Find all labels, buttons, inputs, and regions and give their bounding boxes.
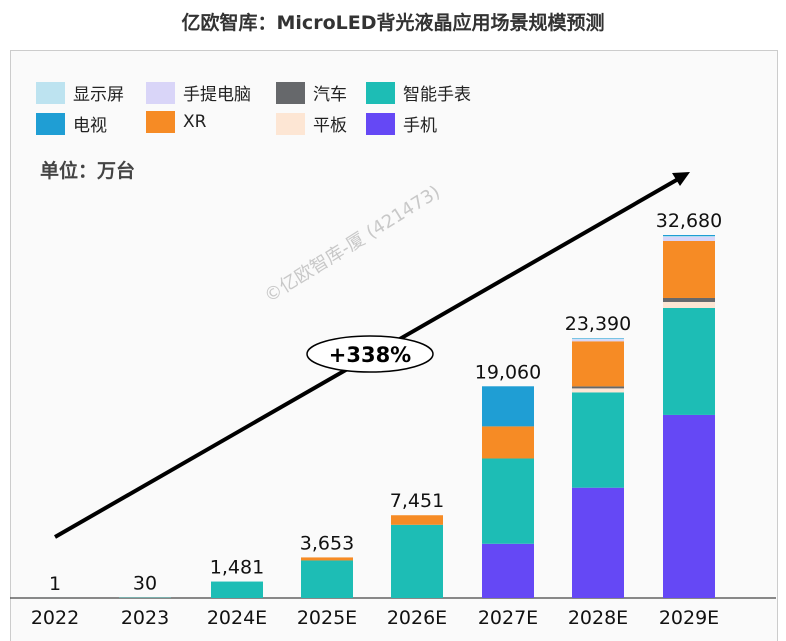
total-label: 32,680: [656, 210, 722, 232]
legend-label: 智能手表: [403, 80, 471, 105]
legend-swatch: [36, 113, 65, 135]
bar-segment-显示屏: [663, 236, 715, 237]
legend-item: 智能手表: [366, 80, 471, 105]
bar-segment-XR: [572, 341, 624, 386]
bar-segment-电视: [572, 338, 624, 339]
bar-segment-智能手表: [211, 582, 263, 598]
bar-segment-手机: [572, 488, 624, 598]
legend-label: 电视: [73, 111, 107, 136]
bar-segment-智能手表: [572, 392, 624, 487]
legend-label: 显示屏: [73, 80, 124, 105]
bar-segment-XR: [301, 557, 353, 560]
unit-label: 单位：万台: [40, 156, 135, 183]
legend-item: 手机: [366, 111, 437, 136]
legend-swatch: [146, 82, 175, 104]
bar-segment-显示屏: [572, 339, 624, 340]
bar-segment-智能手表: [301, 560, 353, 598]
bar-segment-智能手表: [663, 308, 715, 415]
legend-item: 显示屏: [36, 80, 124, 105]
total-label: 30: [133, 573, 157, 595]
total-label: 3,653: [300, 532, 354, 554]
bar-segment-XR: [391, 515, 443, 525]
x-tick-label: 2024E: [207, 607, 267, 629]
total-label: 1,481: [210, 557, 264, 579]
total-label: 19,060: [475, 361, 541, 383]
bar-segment-汽车: [572, 386, 624, 388]
bar-segment-平板: [663, 302, 715, 308]
bar-segment-XR: [663, 241, 715, 298]
legend-label: XR: [183, 112, 206, 132]
x-tick-label: 2022: [31, 607, 79, 629]
legend-label: 手机: [403, 111, 437, 136]
total-label: 23,390: [565, 313, 631, 335]
legend-swatch: [366, 113, 395, 135]
bar-segment-XR: [482, 426, 534, 458]
x-tick-label: 2029E: [659, 607, 719, 629]
bar-segment-智能手表: [391, 525, 443, 598]
bar-segment-手提电脑: [572, 339, 624, 341]
total-label: 7,451: [390, 490, 444, 512]
bar-segment-平板: [572, 388, 624, 392]
legend-swatch: [276, 82, 305, 104]
legend-item: 手提电脑: [146, 80, 251, 105]
bar-segment-手机: [482, 544, 534, 598]
legend-item: 电视: [36, 111, 107, 136]
legend-label: 平板: [313, 111, 347, 136]
x-tick-label: 2027E: [478, 607, 538, 629]
x-tick-label: 2026E: [387, 607, 447, 629]
x-tick-label: 2028E: [568, 607, 628, 629]
legend-label: 手提电脑: [183, 80, 251, 105]
legend-swatch: [276, 113, 305, 135]
legend-label: 汽车: [313, 80, 347, 105]
legend-item: 汽车: [276, 80, 347, 105]
legend-swatch: [36, 82, 65, 104]
legend-swatch: [146, 111, 175, 133]
legend-item: 平板: [276, 111, 347, 136]
bar-segment-电视: [482, 386, 534, 426]
chart-title: 亿欧智库：MicroLED背光液晶应用场景规模预测: [0, 8, 786, 35]
bar-segment-手机: [663, 415, 715, 598]
x-tick-label: 2023: [121, 607, 169, 629]
bar-segment-手提电脑: [663, 237, 715, 241]
legend-swatch: [366, 82, 395, 104]
legend-item: XR: [146, 111, 206, 133]
bar-segment-电视: [663, 235, 715, 236]
total-label: 1: [49, 573, 61, 595]
x-tick-label: 2025E: [297, 607, 357, 629]
growth-label: +338%: [329, 343, 411, 367]
bar-segment-汽车: [663, 298, 715, 302]
bar-segment-智能手表: [482, 458, 534, 543]
